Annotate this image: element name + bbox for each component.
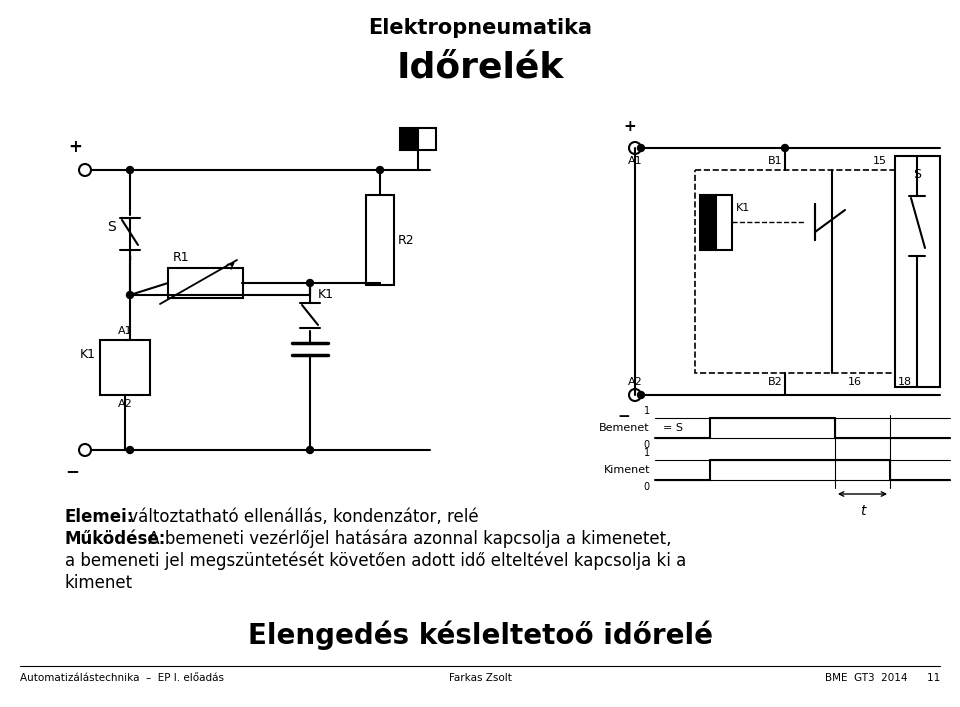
Text: 0: 0 bbox=[644, 440, 650, 450]
Text: 1: 1 bbox=[644, 406, 650, 416]
Text: S: S bbox=[108, 220, 116, 234]
Text: +: + bbox=[624, 119, 636, 134]
Text: A bemeneti vezérlőjel hatására azonnal kapcsolja a kimenetet,: A bemeneti vezérlőjel hatására azonnal k… bbox=[143, 530, 671, 549]
Text: kimenet: kimenet bbox=[65, 574, 133, 592]
Text: R1: R1 bbox=[173, 251, 190, 264]
Text: Elengedés késleltetoő időrelé: Elengedés késleltetoő időrelé bbox=[248, 620, 712, 650]
Text: 1: 1 bbox=[644, 448, 650, 458]
Bar bbox=[366, 195, 394, 285]
Circle shape bbox=[127, 447, 133, 453]
Circle shape bbox=[637, 144, 644, 151]
Text: Kimenet: Kimenet bbox=[604, 465, 650, 475]
Circle shape bbox=[781, 144, 788, 151]
Text: Bemenet: Bemenet bbox=[599, 423, 650, 433]
Text: Automatizálástechnika  –  EP I. előadás: Automatizálástechnika – EP I. előadás bbox=[20, 673, 224, 683]
Text: a bemeneti jel megszüntetését követően adott idő elteltével kapcsolja ki a: a bemeneti jel megszüntetését követően a… bbox=[65, 552, 686, 571]
Text: = S: = S bbox=[663, 423, 683, 433]
Circle shape bbox=[637, 392, 644, 399]
Text: Elektropneumatika: Elektropneumatika bbox=[368, 18, 592, 38]
Text: S: S bbox=[913, 168, 921, 181]
Text: 18: 18 bbox=[898, 377, 912, 387]
Text: B2: B2 bbox=[768, 377, 782, 387]
Text: K1: K1 bbox=[318, 288, 334, 301]
Bar bbox=[895, 156, 940, 387]
Bar bbox=[400, 128, 418, 150]
Text: A1: A1 bbox=[628, 156, 642, 166]
Bar bbox=[100, 340, 150, 395]
Bar bbox=[418, 128, 436, 150]
Text: R2: R2 bbox=[398, 233, 415, 247]
Circle shape bbox=[376, 167, 383, 173]
Text: A1: A1 bbox=[118, 326, 132, 336]
Circle shape bbox=[127, 167, 133, 173]
Text: B1: B1 bbox=[768, 156, 782, 166]
Bar bbox=[168, 268, 243, 298]
Text: Időrelék: Időrelék bbox=[396, 50, 564, 84]
Text: A2: A2 bbox=[118, 399, 132, 409]
Text: 0: 0 bbox=[644, 482, 650, 492]
Text: t: t bbox=[860, 504, 865, 518]
Bar bbox=[695, 170, 895, 373]
Text: A2: A2 bbox=[628, 377, 642, 387]
Text: K1: K1 bbox=[736, 203, 751, 213]
Bar bbox=[700, 195, 716, 250]
Text: +: + bbox=[68, 138, 82, 156]
Text: −: − bbox=[65, 462, 79, 480]
Text: 15: 15 bbox=[873, 156, 887, 166]
Circle shape bbox=[306, 447, 314, 453]
Circle shape bbox=[127, 291, 133, 298]
Text: Működése:: Működése: bbox=[65, 530, 166, 548]
Text: Elemei:: Elemei: bbox=[65, 508, 134, 526]
Text: −: − bbox=[617, 409, 631, 424]
Text: K1: K1 bbox=[80, 348, 96, 361]
Bar bbox=[716, 195, 732, 250]
Text: BME  GT3  2014      11: BME GT3 2014 11 bbox=[825, 673, 940, 683]
Text: változtatható ellenállás, kondenzátor, relé: változtatható ellenállás, kondenzátor, r… bbox=[123, 508, 479, 526]
Circle shape bbox=[306, 279, 314, 286]
Text: 16: 16 bbox=[848, 377, 862, 387]
Text: Farkas Zsolt: Farkas Zsolt bbox=[448, 673, 512, 683]
